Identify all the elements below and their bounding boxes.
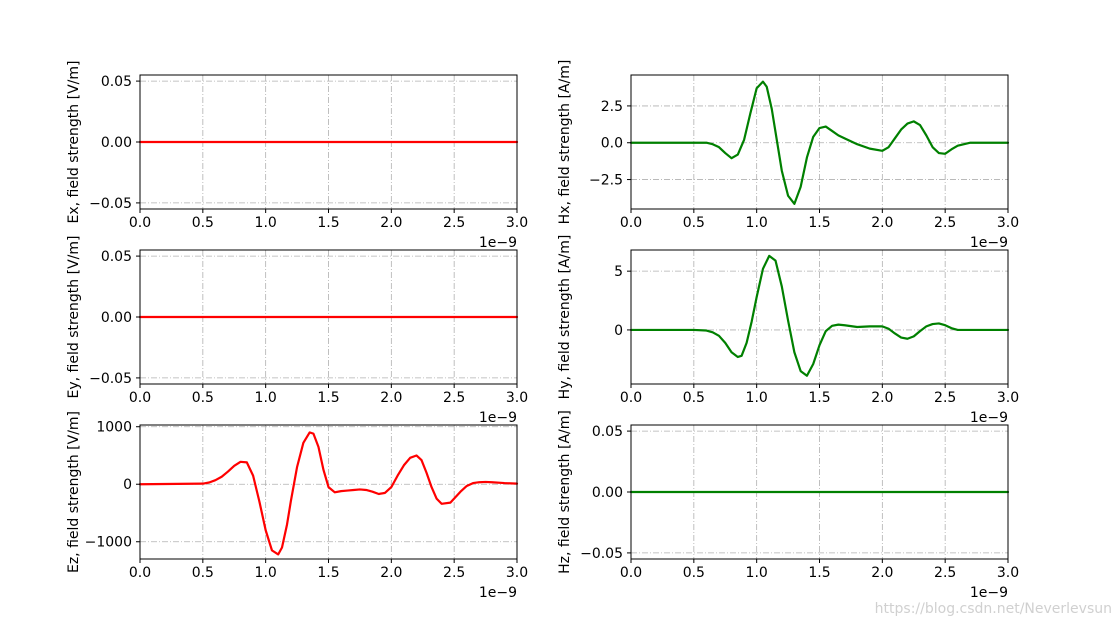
y-tick-label: 0.05: [592, 424, 623, 440]
x-tick-label: 1.5: [317, 215, 339, 231]
y-axis-label: Hy, field strength [A/m]: [557, 235, 573, 400]
x-tick-label: 0.0: [129, 565, 151, 581]
x-tick-label: 0.5: [683, 215, 705, 231]
x-tick-label: 1.0: [255, 215, 277, 231]
x-tick-label: 0.5: [192, 390, 214, 406]
y-axis-label: Hz, field strength [A/m]: [557, 410, 573, 574]
series-line-1: [629, 80, 1010, 205]
x-tick-label: 1.5: [808, 215, 830, 231]
y-tick-label: 0.00: [592, 485, 623, 501]
x-multiplier-label: 1e−9: [970, 410, 1008, 426]
y-tick-label: 0: [614, 323, 623, 339]
x-multiplier-label: 1e−9: [479, 585, 517, 601]
subplot-4: 0.0 0.5 1.0 1.5 2.0 2.5 3.0 0 5 1e−9 Hy, field str…: [557, 235, 1019, 426]
y-tick-label: −1000: [85, 535, 132, 551]
x-tick-label: 2.0: [380, 215, 402, 231]
x-tick-label: 1.5: [317, 390, 339, 406]
x-tick-label: 0.0: [620, 215, 642, 231]
series-line-1: [629, 254, 1010, 377]
x-tick-label: 2.0: [871, 565, 893, 581]
x-tick-label: 1.5: [808, 565, 830, 581]
x-multiplier-label: 1e−9: [479, 410, 517, 426]
x-tick-label: 2.0: [380, 565, 402, 581]
y-tick-label: −0.05: [89, 196, 132, 212]
y-tick-label: −0.05: [89, 371, 132, 387]
subplot-2: 0.0 0.5 1.0 1.5 2.0 2.5 3.0 −2.5 0.0 2.5 1e−9 Hx, f…: [557, 60, 1019, 251]
x-tick-label: 0.0: [620, 565, 642, 581]
subplot-6: 0.0 0.5 1.0 1.5 2.0 2.5 3.0 −0.05 0.00 0.05 1e−9 Hz…: [557, 410, 1019, 601]
subplot-5: 0.0 0.5 1.0 1.5 2.0 2.5 3.0 −1000 0 1000 1e−9 Ez, f…: [66, 411, 528, 601]
y-tick-label: −2.5: [589, 173, 623, 189]
x-tick-label: 3.0: [997, 215, 1019, 231]
y-tick-label: 0.05: [101, 249, 132, 265]
x-tick-label: 1.0: [746, 215, 768, 231]
x-tick-label: 3.0: [997, 390, 1019, 406]
y-tick-label: 5: [614, 264, 623, 280]
x-tick-label: 0.0: [129, 215, 151, 231]
y-tick-label: 0: [123, 477, 132, 493]
x-multiplier-label: 1e−9: [970, 235, 1008, 251]
x-tick-label: 1.5: [808, 390, 830, 406]
x-tick-label: 0.5: [683, 390, 705, 406]
y-axis-label: Ex, field strength [V/m]: [66, 61, 82, 224]
x-tick-label: 2.0: [871, 390, 893, 406]
subplot-1: 0.0 0.5 1.0 1.5 2.0 2.5 3.0 −0.05 0.00 0.05 1e−9 Ex…: [66, 61, 528, 251]
x-tick-label: 1.0: [255, 390, 277, 406]
x-tick-label: 0.5: [683, 565, 705, 581]
y-axis-label: Ey, field strength [V/m]: [66, 236, 82, 399]
x-tick-label: 2.5: [443, 565, 465, 581]
y-tick-label: 0.00: [101, 135, 132, 151]
x-tick-label: 2.5: [443, 215, 465, 231]
watermark: https://blog.csdn.net/Neverlevsun: [874, 601, 1112, 617]
x-tick-label: 0.0: [129, 390, 151, 406]
y-tick-label: 0.0: [601, 136, 623, 152]
x-tick-label: 0.5: [192, 215, 214, 231]
x-multiplier-label: 1e−9: [970, 585, 1008, 601]
y-tick-label: −0.05: [580, 546, 623, 562]
x-tick-label: 1.0: [255, 565, 277, 581]
y-tick-label: 0.00: [101, 310, 132, 326]
x-tick-label: 1.0: [746, 565, 768, 581]
x-multiplier-label: 1e−9: [479, 235, 517, 251]
x-tick-label: 2.5: [934, 215, 956, 231]
y-tick-label: 0.05: [101, 74, 132, 90]
x-tick-label: 3.0: [506, 390, 528, 406]
x-tick-label: 0.5: [192, 565, 214, 581]
y-axis-label: Ez, field strength [V/m]: [66, 411, 82, 573]
x-tick-label: 1.5: [317, 565, 339, 581]
x-tick-label: 3.0: [506, 565, 528, 581]
x-tick-label: 2.5: [934, 565, 956, 581]
series-line-1: [138, 431, 519, 556]
x-tick-label: 2.0: [871, 215, 893, 231]
x-tick-label: 2.5: [443, 390, 465, 406]
y-axis-label: Hx, field strength [A/m]: [557, 60, 573, 225]
x-tick-label: 3.0: [997, 565, 1019, 581]
y-tick-label: 2.5: [601, 99, 623, 115]
x-tick-label: 0.0: [620, 390, 642, 406]
subplot-3: 0.0 0.5 1.0 1.5 2.0 2.5 3.0 −0.05 0.00 0.05 1e−9 Ey…: [66, 236, 528, 426]
x-tick-label: 3.0: [506, 215, 528, 231]
x-tick-label: 1.0: [746, 390, 768, 406]
x-tick-label: 2.0: [380, 390, 402, 406]
y-tick-label: 1000: [96, 420, 132, 436]
x-tick-label: 2.5: [934, 390, 956, 406]
